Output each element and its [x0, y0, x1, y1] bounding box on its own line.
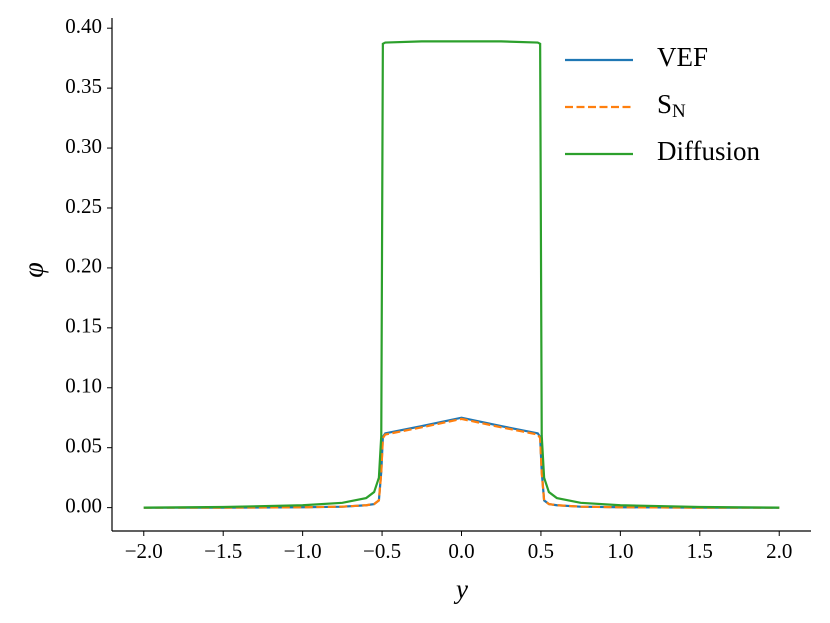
y-tick-label: 0.30: [65, 134, 102, 158]
x-tick-label: 0.0: [448, 539, 474, 563]
line-series: [143, 416, 780, 509]
y-tick-label: 0.05: [65, 434, 102, 458]
y-tick-label: 0.00: [65, 493, 102, 517]
x-tick-label: −1.5: [204, 539, 242, 563]
x-tick-label: −0.5: [363, 539, 401, 563]
y-tick-label: 0.10: [65, 374, 102, 398]
y-tick-label: 0.40: [65, 14, 102, 38]
x-tick-label: 0.5: [528, 539, 554, 563]
x-axis-label: y: [453, 574, 468, 604]
y-tick-label: 0.20: [65, 254, 102, 278]
legend-label: Diffusion: [657, 136, 761, 166]
x-tick-label: 1.0: [607, 539, 633, 563]
y-tick-label: 0.25: [65, 194, 102, 218]
x-tick-label: −1.0: [284, 539, 322, 563]
legend-label: SN: [657, 89, 686, 122]
line-series: [143, 40, 780, 509]
y-axis-label: φ: [18, 262, 49, 278]
x-tick-label: 1.5: [687, 539, 713, 563]
y-tick-label: 0.15: [65, 314, 102, 338]
legend-subscript: N: [672, 101, 686, 122]
x-tick-label: 2.0: [766, 539, 792, 563]
legend-label: VEF: [657, 42, 708, 72]
x-tick-label: −2.0: [125, 539, 163, 563]
line-series: [143, 417, 780, 509]
y-tick-label: 0.35: [65, 74, 102, 98]
